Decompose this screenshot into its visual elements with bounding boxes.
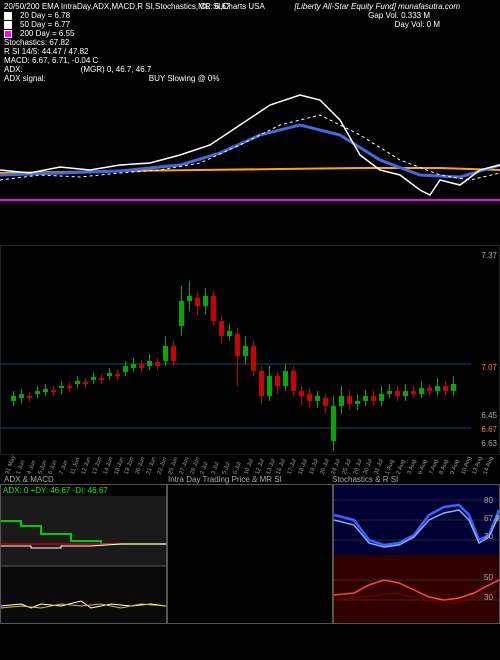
adx-macd-panel: ADX: 0 +DY: 46.67 -DI: 46.67	[0, 484, 167, 624]
header-right: [Liberty All-Star Equity Fund] munafasut…	[294, 2, 460, 11]
candlestick-chart: 7.377.076.676.456.63	[0, 245, 500, 455]
stochastics-panel: 80 67.82 20 50 30	[333, 484, 500, 624]
svg-text:50: 50	[484, 573, 493, 582]
svg-text:80: 80	[484, 496, 493, 505]
adx-panel-label: ADX: 0 +DY: 46.67 -DI: 46.67	[1, 485, 166, 496]
panel-title-stoch: Stochastics & R SI	[332, 475, 496, 484]
panel-title-intra: Intra Day Trading Price & MR SI	[168, 475, 332, 484]
x-axis-dates: 31 May1 Jun4 Jun5 Jun6 Jun7 Jun11 Jun12 …	[0, 455, 500, 475]
intraday-panel	[167, 484, 334, 624]
main-price-chart	[0, 25, 500, 245]
panel-title-adx: ADX & MACD	[4, 475, 168, 484]
svg-text:30: 30	[484, 593, 493, 602]
gap-vol: Gap Vol. 0.333 M	[368, 11, 430, 20]
ema20-swatch	[4, 12, 12, 20]
bottom-panels: ADX: 0 +DY: 46.67 -DI: 46.67 80 67.82 20 50…	[0, 484, 500, 624]
close-label: CL: 6.67	[200, 2, 230, 11]
ema20-label: 20 Day = 6.78	[20, 11, 70, 20]
svg-text:67.82: 67.82	[484, 514, 500, 523]
svg-text:20: 20	[484, 532, 493, 541]
